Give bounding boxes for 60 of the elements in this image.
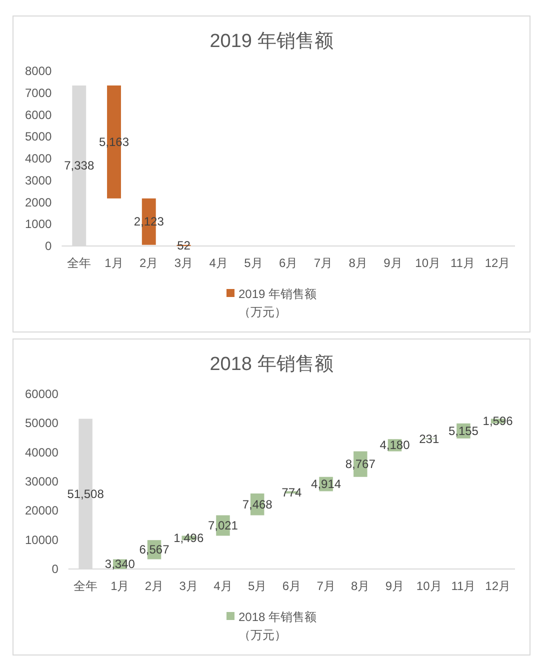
x-tick-label: 2月 bbox=[140, 256, 158, 270]
x-tick-label: 1月 bbox=[110, 579, 130, 593]
data-label: 4,914 bbox=[311, 477, 342, 492]
y-tick-label: 50000 bbox=[25, 416, 59, 430]
x-tick-label: 8月 bbox=[348, 256, 368, 270]
data-label: 1,596 bbox=[482, 414, 514, 428]
data-label: 1,496 bbox=[174, 530, 204, 545]
y-tick-label: 2000 bbox=[25, 195, 52, 210]
y-tick-label: 3000 bbox=[25, 173, 52, 188]
x-tick-label: 4月 bbox=[214, 579, 232, 593]
x-tick-label: 9月 bbox=[385, 579, 404, 593]
legend: 2018 年销售额（万元） bbox=[226, 610, 317, 642]
x-tick-label: 4月 bbox=[209, 256, 228, 270]
x-tick-label: 7月 bbox=[314, 256, 333, 270]
x-tick-label: 1月 bbox=[104, 256, 124, 270]
y-tick-label: 4000 bbox=[25, 152, 52, 166]
y-tick-label: 40000 bbox=[25, 445, 59, 460]
data-label: 51,508 bbox=[67, 486, 104, 501]
y-tick-label: 6000 bbox=[25, 108, 52, 122]
y-tick-label: 8000 bbox=[25, 64, 52, 78]
data-label: 7,468 bbox=[242, 497, 273, 512]
legend: 2019 年销售额（万元） bbox=[226, 287, 317, 319]
y-tick-label: 5000 bbox=[25, 130, 52, 144]
y-tick-label: 20000 bbox=[25, 504, 59, 518]
x-tick-label: 11月 bbox=[451, 579, 476, 593]
x-tick-label: 10月 bbox=[416, 579, 442, 593]
data-label: 774 bbox=[282, 485, 302, 500]
x-tick-label: 3月 bbox=[174, 256, 194, 270]
x-tick-label: 全年 bbox=[74, 579, 98, 593]
x-tick-label: 9月 bbox=[384, 256, 402, 270]
x-tick-label: 6月 bbox=[282, 579, 302, 593]
data-label: 7,021 bbox=[208, 518, 238, 532]
data-label: 4,180 bbox=[380, 438, 410, 452]
y-tick-label: 0 bbox=[52, 562, 59, 576]
x-tick-label: 11月 bbox=[450, 256, 475, 270]
x-tick-label: 5月 bbox=[244, 256, 263, 270]
chart-title: 2019 年销售额 bbox=[210, 30, 334, 52]
y-tick-label: 60000 bbox=[25, 387, 59, 401]
data-label: 8,767 bbox=[345, 457, 376, 472]
y-tick-label: 0 bbox=[45, 239, 52, 253]
x-tick-label: 全年 bbox=[67, 256, 92, 270]
data-label: 5,155 bbox=[448, 424, 479, 438]
data-label: 6,567 bbox=[139, 542, 170, 557]
x-tick-label: 6月 bbox=[279, 256, 298, 270]
y-tick-label: 10000 bbox=[25, 532, 59, 547]
y-tick-label: 7000 bbox=[25, 86, 52, 100]
x-tick-label: 10月 bbox=[415, 256, 441, 270]
x-tick-label: 12月 bbox=[485, 579, 510, 593]
y-tick-label: 30000 bbox=[25, 474, 59, 488]
x-tick-label: 12月 bbox=[484, 256, 510, 270]
y-tick-label: 1000 bbox=[25, 217, 52, 232]
x-tick-label: 2月 bbox=[144, 579, 164, 593]
data-label: 3,340 bbox=[104, 557, 136, 572]
data-label: 231 bbox=[419, 432, 440, 446]
x-tick-label: 5月 bbox=[248, 579, 267, 593]
x-tick-label: 7月 bbox=[316, 579, 336, 593]
x-tick-label: 3月 bbox=[179, 579, 198, 593]
x-tick-label: 8月 bbox=[351, 579, 370, 593]
data-label: 7,338 bbox=[64, 158, 94, 173]
chart-title: 2018 年销售额 bbox=[210, 353, 334, 375]
